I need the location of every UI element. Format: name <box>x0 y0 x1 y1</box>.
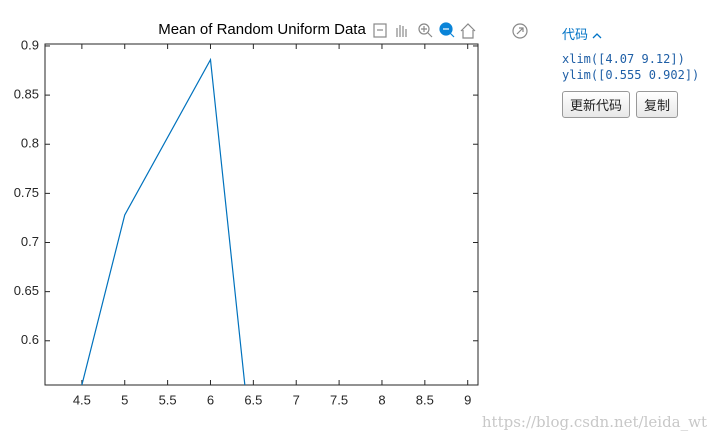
buttons: 更新代码 复制 <box>562 91 699 118</box>
chart: Mean of Random Uniform Data 4.5 5 5.5 6 6.5 7… <box>14 21 528 407</box>
code-lines: xlim([4.07 9.12]) ylim([0.555 0.902]) <box>562 51 699 83</box>
code-panel: 代码 xlim([4.07 9.12]) ylim([0.555 0.902]) … <box>562 24 699 118</box>
y-tick-label: 0.9 <box>21 37 39 52</box>
y-tick-label: 0.65 <box>14 283 39 298</box>
x-tick-label: 4.5 <box>73 392 91 407</box>
y-tick-label: 0.6 <box>21 332 39 347</box>
code-toggle[interactable]: 代码 <box>562 24 699 43</box>
button[interactable]: 复制 <box>636 91 679 118</box>
x-tick-label: 7 <box>293 392 300 407</box>
x-tick-label: 7.5 <box>330 392 348 407</box>
x-tick-label: 8 <box>378 392 385 407</box>
axes-box <box>44 43 479 386</box>
axes-toolbar[interactable] <box>373 22 528 39</box>
x-tick-label: 5 <box>121 392 128 407</box>
y-tick-label: 0.8 <box>21 136 39 151</box>
x-tick-label: 9 <box>464 392 471 407</box>
button[interactable]: 更新代码 <box>562 91 631 118</box>
code-line: ylim([0.555 0.902]) <box>562 68 700 82</box>
data-line <box>81 57 246 385</box>
chevron[interactable] <box>592 31 602 39</box>
y-tick-label: 0.85 <box>14 87 39 102</box>
code-line: xlim([4.07 9.12]) <box>562 52 685 66</box>
x-tick-label: 6 <box>207 392 214 407</box>
chart-title: Mean of Random Uniform Data <box>158 21 366 38</box>
y-tick-label: 0.75 <box>14 185 39 200</box>
x-tick-label: 5.5 <box>159 392 177 407</box>
watermark: https://blog.csdn.net/leida_wt <box>481 413 707 431</box>
x-tick-label: 6.5 <box>244 392 262 407</box>
y-tick-label: 0.7 <box>21 234 39 249</box>
x-tick-label: 8.5 <box>416 392 434 407</box>
toggle-label[interactable]: 代码 <box>562 27 589 42</box>
